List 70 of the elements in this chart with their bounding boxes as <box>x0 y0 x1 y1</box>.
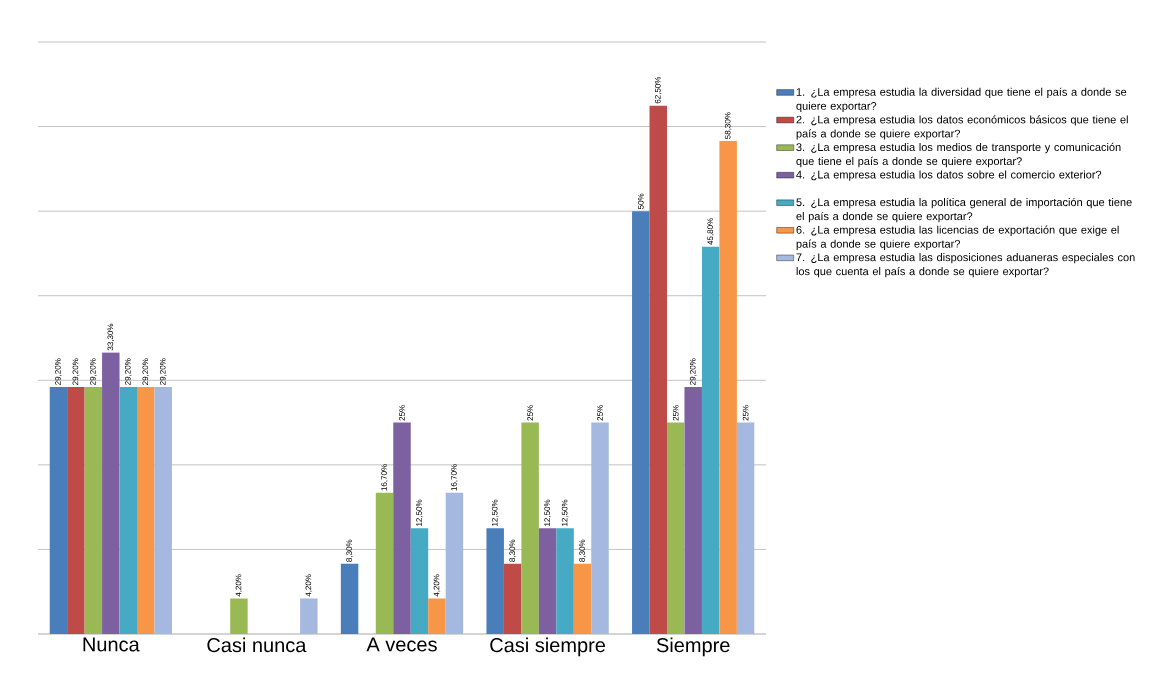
legend-label: 5. ¿La empresa estudia la política general de importación que tiene el país a donde se quiere exportar? <box>796 197 1132 223</box>
bar <box>486 528 504 634</box>
data-label: 16,70% <box>451 464 458 491</box>
x-tick-label: Siempre <box>656 637 730 657</box>
data-label: 4,20% <box>433 574 441 597</box>
bar <box>445 492 464 634</box>
data-label: 16,70% <box>381 464 388 491</box>
bar <box>340 563 359 634</box>
bar <box>701 246 720 634</box>
data-label: 12,50% <box>491 499 499 526</box>
bar <box>556 528 574 634</box>
data-label: 29,20% <box>90 358 97 385</box>
bar <box>102 352 120 634</box>
data-label: 12,50% <box>561 499 569 526</box>
data-label: 8,30% <box>509 539 516 562</box>
legend-label: 2. ¿La empresa estudia los datos económicos básicos que tiene el país a donde se quiere exportar? <box>796 115 1128 140</box>
bar <box>154 387 172 634</box>
bar <box>573 563 592 634</box>
data-label: 25% <box>672 405 679 421</box>
data-label: 50% <box>637 193 644 210</box>
data-label: 8,30% <box>579 539 586 562</box>
data-label: 29,20% <box>72 358 80 385</box>
bar <box>67 387 85 634</box>
bar <box>375 492 394 634</box>
data-label: 8,30% <box>346 539 353 562</box>
data-label: 62,50% <box>654 76 662 104</box>
data-label: 29,20% <box>55 358 62 385</box>
data-label: 25% <box>399 405 405 421</box>
data-label: 33,30% <box>107 323 115 351</box>
bar <box>119 387 138 634</box>
bar <box>591 422 609 634</box>
data-label: 29,20% <box>159 358 167 385</box>
data-label: 25% <box>527 405 533 421</box>
bar <box>410 528 429 634</box>
bar <box>684 387 702 634</box>
data-label: 25% <box>742 405 749 421</box>
x-tick-label: Casi siempre <box>490 637 606 657</box>
data-label: 45,80% <box>707 218 714 245</box>
legend-label: 4. ¿La empresa estudia los datos sobre el comercio exterior? <box>796 170 1102 181</box>
data-label: 29,20% <box>124 358 132 385</box>
data-label: 4,20% <box>235 574 243 597</box>
bar <box>393 422 411 634</box>
bar <box>538 528 557 634</box>
x-tick-label: Casi nunca <box>207 637 307 653</box>
bar <box>667 422 685 634</box>
bar <box>428 598 446 634</box>
data-label: 12,50% <box>544 499 551 526</box>
bar <box>49 387 68 634</box>
data-label: 12,50% <box>416 499 423 526</box>
bar <box>503 563 522 634</box>
bar <box>84 387 103 634</box>
bar <box>736 422 755 634</box>
data-label: 58,30% <box>724 112 732 139</box>
bar <box>137 387 155 634</box>
data-label: 29,20% <box>142 358 150 385</box>
data-label: 4,20% <box>305 574 313 597</box>
bar <box>719 140 737 634</box>
legend-label: 1. ¿La empresa estudia la diversidad que tiene el país a donde se quiere exportar? <box>796 87 1127 113</box>
bar <box>230 598 248 634</box>
x-tick-label: A veces <box>366 637 437 652</box>
data-label: 29,20% <box>689 358 697 385</box>
bar <box>649 105 667 634</box>
legend-label: 6. ¿La empresa estudia las licencias de exportación que exige el país a donde se quiere exportar? <box>796 225 1119 250</box>
bar <box>632 211 650 634</box>
bar <box>521 422 539 634</box>
legend-label: 3. ¿La empresa estudia los medios de transporte y comunicación que tiene el país a donde se quiere exportar? <box>796 142 1121 168</box>
bar <box>300 598 318 634</box>
data-label: 25% <box>597 405 603 421</box>
legend-label: 7. ¿La empresa estudia las disposiciones aduaneras especiales con los que cuenta el país a donde se quiere exportar? <box>796 253 1135 278</box>
x-tick-label: Nunca <box>83 637 140 652</box>
